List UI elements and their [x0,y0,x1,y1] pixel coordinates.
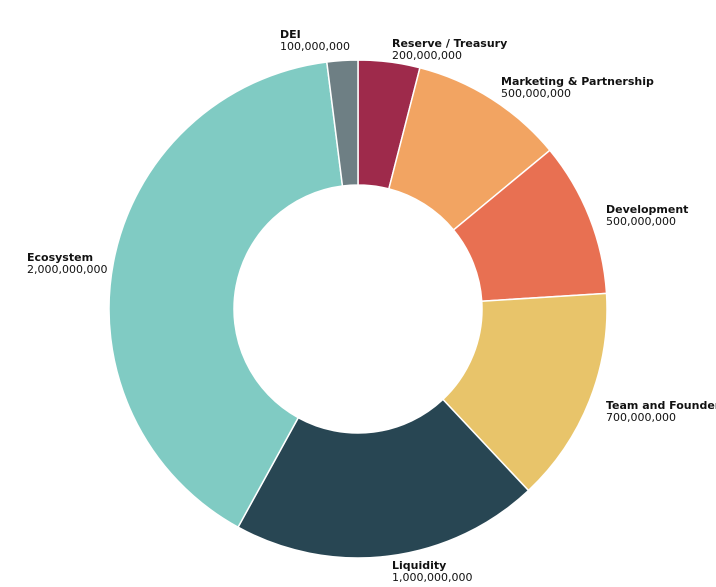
slice-label: Ecosystem [27,251,93,264]
slice-ecosystem [108,61,344,529]
slice-label: Marketing & Partnership [501,75,654,88]
slice-dei [325,59,359,187]
slice-label: Liquidity [392,559,446,572]
slice-value-label: 1,000,000,000 [392,571,472,584]
slice-label: Reserve / Treasury [392,37,507,50]
slice-value-label: 100,000,000 [280,40,350,53]
slice-team-and-founder [441,292,608,492]
slice-value-label: 500,000,000 [501,87,571,100]
slice-value-label: 2,000,000,000 [27,263,107,276]
slices-group [108,59,608,559]
slice-value-label: 500,000,000 [606,215,676,228]
slice-label: Development [606,203,688,216]
slice-value-label: 200,000,000 [392,49,462,62]
slice-liquidity [237,398,530,559]
slice-value-label: 700,000,000 [606,411,676,424]
slice-label: Team and Founder [606,399,716,412]
slice-label: DEI [280,28,301,41]
